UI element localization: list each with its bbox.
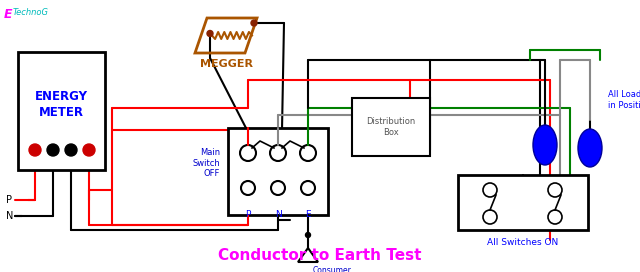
Circle shape <box>29 144 41 156</box>
Text: P: P <box>6 195 12 205</box>
Ellipse shape <box>578 129 602 167</box>
Text: E: E <box>4 8 13 21</box>
Text: E: E <box>305 210 311 219</box>
Bar <box>352 98 430 156</box>
Circle shape <box>207 30 213 36</box>
Bar <box>228 128 328 215</box>
Text: All Load
in Position: All Load in Position <box>608 90 640 110</box>
Text: Conductor to Earth Test: Conductor to Earth Test <box>218 248 422 263</box>
Circle shape <box>251 20 257 26</box>
Text: All Switches ON: All Switches ON <box>488 238 559 247</box>
Ellipse shape <box>533 125 557 165</box>
Text: Main
Switch
OFF: Main Switch OFF <box>192 148 220 178</box>
Text: ENERGY
METER: ENERGY METER <box>35 89 88 119</box>
Circle shape <box>305 233 310 237</box>
Circle shape <box>47 144 59 156</box>
Text: N: N <box>275 210 282 219</box>
Circle shape <box>83 144 95 156</box>
Text: Consumer
main earth: Consumer main earth <box>313 266 355 272</box>
Circle shape <box>65 144 77 156</box>
Text: MEGGER: MEGGER <box>200 59 253 69</box>
Bar <box>18 52 105 170</box>
Text: P: P <box>245 210 251 219</box>
Bar <box>458 175 588 230</box>
Text: TechnoG: TechnoG <box>13 8 49 17</box>
Text: Distribution
Box: Distribution Box <box>366 117 415 137</box>
Text: N: N <box>6 211 13 221</box>
